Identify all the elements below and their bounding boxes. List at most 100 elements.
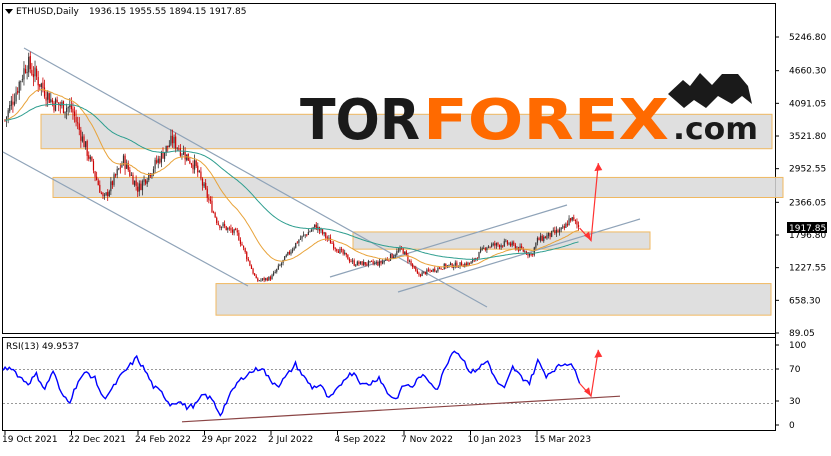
candle-body bbox=[260, 279, 262, 281]
candle-body bbox=[47, 92, 49, 100]
candle-body bbox=[126, 162, 128, 169]
candle-body bbox=[440, 268, 442, 270]
candle-body bbox=[146, 180, 148, 184]
candle-body bbox=[510, 243, 512, 246]
price-tick-label: 1227.55 bbox=[789, 264, 826, 274]
candle-body bbox=[295, 242, 297, 248]
candle-body bbox=[78, 123, 80, 130]
candle-body bbox=[102, 193, 104, 196]
candle-body bbox=[397, 250, 400, 252]
candle-body bbox=[527, 253, 529, 256]
candle-body bbox=[412, 264, 414, 267]
candle-body bbox=[266, 278, 268, 281]
price-tick-label: 5246.80 bbox=[789, 33, 826, 43]
channel-line bbox=[23, 47, 488, 308]
date-tick-label: 24 Feb 2022 bbox=[135, 435, 191, 445]
candle-body bbox=[228, 227, 230, 229]
candle-body bbox=[249, 260, 251, 266]
candle-body bbox=[484, 248, 486, 250]
candle-body bbox=[431, 270, 433, 272]
candle-body bbox=[231, 229, 234, 233]
candle-body bbox=[165, 145, 167, 153]
candle-body bbox=[498, 244, 501, 248]
candle-body bbox=[73, 111, 76, 117]
candle-body bbox=[181, 154, 183, 156]
candle-body bbox=[86, 141, 88, 156]
candle-body bbox=[486, 247, 488, 251]
candle-body bbox=[75, 117, 77, 123]
candle-body bbox=[168, 145, 170, 147]
candle-body bbox=[325, 232, 327, 238]
candle-body bbox=[70, 104, 72, 110]
candle-body bbox=[402, 248, 404, 254]
candle-body bbox=[528, 253, 531, 256]
candle-body bbox=[186, 154, 188, 161]
candle-body bbox=[141, 181, 144, 191]
candle-body bbox=[77, 122, 79, 124]
candle-body bbox=[222, 223, 224, 227]
candle-body bbox=[80, 130, 82, 141]
candle-body bbox=[378, 261, 381, 266]
candle-body bbox=[100, 193, 102, 194]
candle-body bbox=[119, 167, 121, 169]
date-tick-label: 15 Mar 2023 bbox=[534, 435, 591, 445]
candle-body bbox=[26, 71, 28, 74]
candle-body bbox=[503, 241, 505, 247]
candle-body bbox=[478, 251, 480, 259]
candle-body bbox=[217, 223, 219, 225]
candle-body bbox=[372, 261, 374, 264]
candle-body bbox=[468, 262, 471, 264]
candle-body bbox=[298, 240, 300, 243]
candle-body bbox=[135, 180, 137, 186]
candle-body bbox=[178, 148, 180, 150]
candle-body bbox=[472, 259, 474, 262]
candle-body bbox=[396, 251, 398, 256]
candle-body bbox=[198, 171, 200, 172]
rsi-panel-frame bbox=[2, 337, 776, 431]
candle-body bbox=[287, 251, 289, 255]
rsi-tick-label: 0 bbox=[789, 421, 795, 431]
candle-body bbox=[355, 265, 357, 267]
price-tick-label: 658.30 bbox=[789, 296, 821, 306]
date-tick-label: 2 Jul 2022 bbox=[268, 435, 313, 445]
chart-header: ETHUSD,Daily 1936.15 1955.55 1894.15 191… bbox=[5, 7, 246, 17]
candle-body bbox=[522, 248, 524, 252]
ma-fast-line bbox=[4, 89, 579, 268]
candle-body bbox=[244, 248, 246, 252]
candle-body bbox=[284, 256, 286, 261]
candle-body bbox=[175, 136, 177, 149]
candle-body bbox=[241, 243, 243, 246]
forecast-path bbox=[579, 163, 599, 242]
candle-body bbox=[50, 99, 52, 103]
candle-body bbox=[560, 227, 562, 230]
candle-body bbox=[54, 98, 57, 112]
candle-body bbox=[544, 236, 546, 239]
candle-body bbox=[209, 199, 211, 202]
candle-body bbox=[320, 229, 322, 231]
candle-body bbox=[336, 249, 338, 252]
candle-body bbox=[487, 246, 490, 248]
torforex-logo: TOR FOREX .com bbox=[300, 73, 758, 153]
candle-body bbox=[410, 261, 412, 264]
candle-body bbox=[394, 255, 396, 257]
candle-body bbox=[10, 100, 12, 106]
candle-body bbox=[171, 135, 174, 144]
candle-body bbox=[366, 264, 368, 266]
candle-body bbox=[464, 263, 466, 267]
candle-body bbox=[66, 108, 68, 112]
candle-body bbox=[203, 183, 205, 187]
candle-body bbox=[543, 236, 545, 242]
candle-body bbox=[344, 252, 346, 254]
candle-body bbox=[39, 84, 41, 87]
candle-body bbox=[321, 229, 324, 234]
candle-body bbox=[535, 242, 537, 248]
collapse-triangle-icon[interactable] bbox=[5, 9, 13, 14]
candle-body bbox=[299, 238, 302, 240]
candle-body bbox=[121, 163, 123, 168]
candle-body bbox=[555, 229, 558, 234]
candle-body bbox=[419, 274, 422, 276]
candle-body bbox=[508, 243, 510, 245]
ohlc-values: 1936.15 1955.55 1894.15 1917.85 bbox=[89, 7, 246, 17]
candle-body bbox=[340, 249, 343, 250]
candle-body bbox=[225, 226, 227, 231]
